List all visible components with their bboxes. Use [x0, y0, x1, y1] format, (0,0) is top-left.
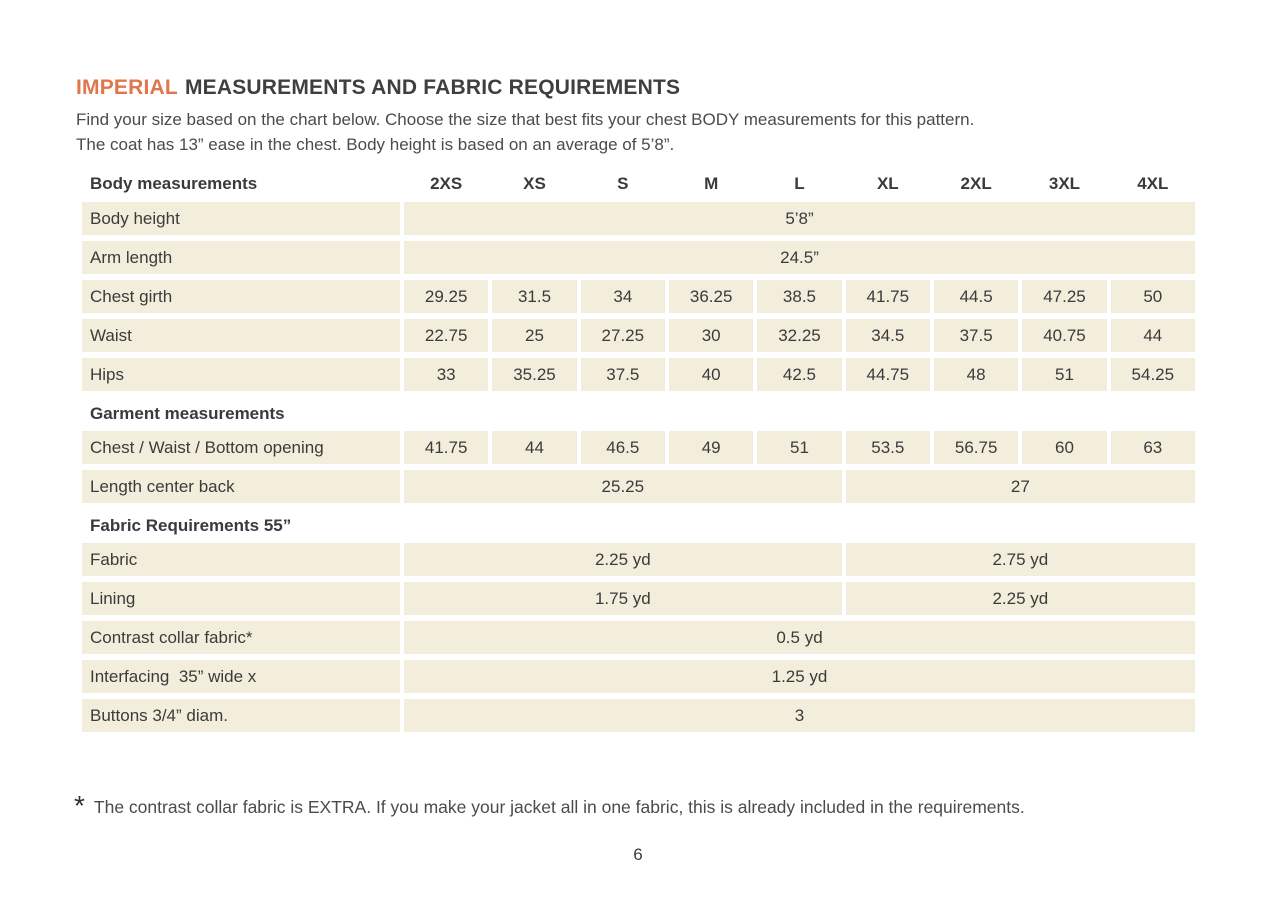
row-label: Buttons 3/4” diam.	[82, 699, 400, 732]
cell-value: 50	[1110, 280, 1195, 313]
cell-value: 54.25	[1110, 358, 1195, 391]
cell-value: 44.75	[845, 358, 930, 391]
size-header-xl: XL	[876, 174, 899, 193]
row-value-span: 3	[404, 699, 1195, 732]
size-header-3xl: 3XL	[1048, 174, 1081, 193]
row-label: Arm length	[82, 241, 400, 274]
section-title: Fabric Requirements 55”	[90, 516, 292, 535]
table-row-chest-girth: Chest girth 29.25 31.5 34 36.25 38.5 41.…	[82, 280, 1195, 313]
page-title-rest: MEASUREMENTS AND FABRIC REQUIREMENTS	[184, 76, 681, 99]
cell-value: 63	[1110, 431, 1195, 464]
footnote-text: The contrast collar fabric is EXTRA. If …	[93, 797, 1025, 817]
cell-value: 31.5	[492, 280, 577, 313]
cell-value: 29.25	[404, 280, 489, 313]
row-label: Hips	[82, 358, 400, 391]
cell-value: 47.25	[1022, 280, 1107, 313]
page-number: 6	[633, 845, 643, 864]
row-value-right-span: 27	[845, 470, 1195, 503]
row-label: Fabric	[82, 543, 400, 576]
table-row-waist: Waist 22.75 25 27.25 30 32.25 34.5 37.5 …	[82, 319, 1195, 352]
page-title: IMPERIAL MEASUREMENTS AND FABRIC REQUIREM…	[76, 76, 1200, 100]
cell-value: 41.75	[404, 431, 489, 464]
row-value-right-span: 2.25 yd	[845, 582, 1195, 615]
size-header-xs: XS	[523, 174, 546, 193]
cell-value: 25	[492, 319, 577, 352]
cell-value: 35.25	[492, 358, 577, 391]
cell-value: 34	[580, 280, 665, 313]
section-garment-measurements: Garment measurements	[82, 397, 1195, 425]
row-value-span: 24.5”	[404, 241, 1195, 274]
size-header-2xs: 2XS	[430, 174, 463, 193]
page-title-accent: IMPERIAL	[76, 76, 178, 99]
cell-value: 38.5	[757, 280, 842, 313]
table-header-row: Body measurements 2XS XS S M L XL 2XL 3X…	[82, 172, 1195, 196]
cell-value: 44	[492, 431, 577, 464]
table-row-length-center-back: Length center back 25.25 27	[82, 470, 1195, 503]
footnote-asterisk: *	[74, 790, 85, 821]
size-header-2xl: 2XL	[960, 174, 992, 193]
row-label: Lining	[82, 582, 400, 615]
cell-value: 41.75	[845, 280, 930, 313]
row-label: Chest girth	[82, 280, 400, 313]
cell-value: 48	[933, 358, 1019, 391]
cell-value: 36.25	[668, 280, 754, 313]
row-label: Length center back	[82, 470, 400, 503]
cell-value: 37.5	[933, 319, 1019, 352]
cell-value: 46.5	[580, 431, 665, 464]
row-value-span: 5’8”	[404, 202, 1195, 235]
table-row-opening: Chest / Waist / Bottom opening 41.75 44 …	[82, 431, 1195, 464]
row-label: Body height	[82, 202, 400, 235]
cell-value: 42.5	[757, 358, 842, 391]
table-row-body-height: Body height 5’8”	[82, 202, 1195, 235]
section-fabric-requirements: Fabric Requirements 55”	[82, 509, 1195, 537]
table-row-lining: Lining 1.75 yd 2.25 yd	[82, 582, 1195, 615]
table-row-arm-length: Arm length 24.5”	[82, 241, 1195, 274]
cell-value: 51	[757, 431, 842, 464]
row-value-left-span: 2.25 yd	[404, 543, 842, 576]
document-header: IMPERIAL MEASUREMENTS AND FABRIC REQUIREM…	[76, 76, 1200, 157]
table-row-fabric: Fabric 2.25 yd 2.75 yd	[82, 543, 1195, 576]
row-value-left-span: 1.75 yd	[404, 582, 842, 615]
cell-value: 56.75	[933, 431, 1019, 464]
row-label: Contrast collar fabric*	[82, 621, 400, 654]
size-header-s: S	[617, 174, 629, 193]
row-value-span: 0.5 yd	[404, 621, 1195, 654]
cell-value: 34.5	[845, 319, 930, 352]
row-value-right-span: 2.75 yd	[845, 543, 1195, 576]
table-row-hips: Hips 33 35.25 37.5 40 42.5 44.75 48 51 5…	[82, 358, 1195, 391]
row-label: Chest / Waist / Bottom opening	[82, 431, 400, 464]
size-header-4xl: 4XL	[1137, 174, 1169, 193]
intro-line-2: The coat has 13” ease in the chest. Body…	[76, 135, 675, 154]
row-value-left-span: 25.25	[404, 470, 842, 503]
table-row-buttons: Buttons 3/4” diam. 3	[82, 699, 1195, 732]
cell-value: 33	[404, 358, 489, 391]
size-header-m: M	[704, 174, 719, 193]
table-row-contrast-collar: Contrast collar fabric* 0.5 yd	[82, 621, 1195, 654]
footnote: * The contrast collar fabric is EXTRA. I…	[74, 792, 1204, 820]
cell-value: 53.5	[845, 431, 930, 464]
cell-value: 30	[668, 319, 754, 352]
cell-value: 27.25	[580, 319, 665, 352]
row-value-span: 1.25 yd	[404, 660, 1195, 693]
cell-value: 32.25	[757, 319, 842, 352]
cell-value: 49	[668, 431, 754, 464]
intro-text: Find your size based on the chart below.…	[76, 107, 1200, 157]
section-title: Garment measurements	[90, 404, 285, 423]
cell-value: 40.75	[1022, 319, 1107, 352]
table-row-interfacing: Interfacing 35” wide x 1.25 yd	[82, 660, 1195, 693]
cell-value: 37.5	[580, 358, 665, 391]
cell-value: 51	[1022, 358, 1107, 391]
header-body-measurements: Body measurements	[90, 174, 258, 193]
cell-value: 40	[668, 358, 754, 391]
size-chart-table: Body measurements 2XS XS S M L XL 2XL 3X…	[78, 166, 1199, 738]
cell-value: 22.75	[404, 319, 489, 352]
intro-line-1: Find your size based on the chart below.…	[76, 110, 975, 129]
row-label: Waist	[82, 319, 400, 352]
cell-value: 60	[1022, 431, 1107, 464]
size-header-l: L	[794, 174, 805, 193]
cell-value: 44	[1110, 319, 1195, 352]
cell-value: 44.5	[933, 280, 1019, 313]
row-label: Interfacing 35” wide x	[82, 660, 400, 693]
